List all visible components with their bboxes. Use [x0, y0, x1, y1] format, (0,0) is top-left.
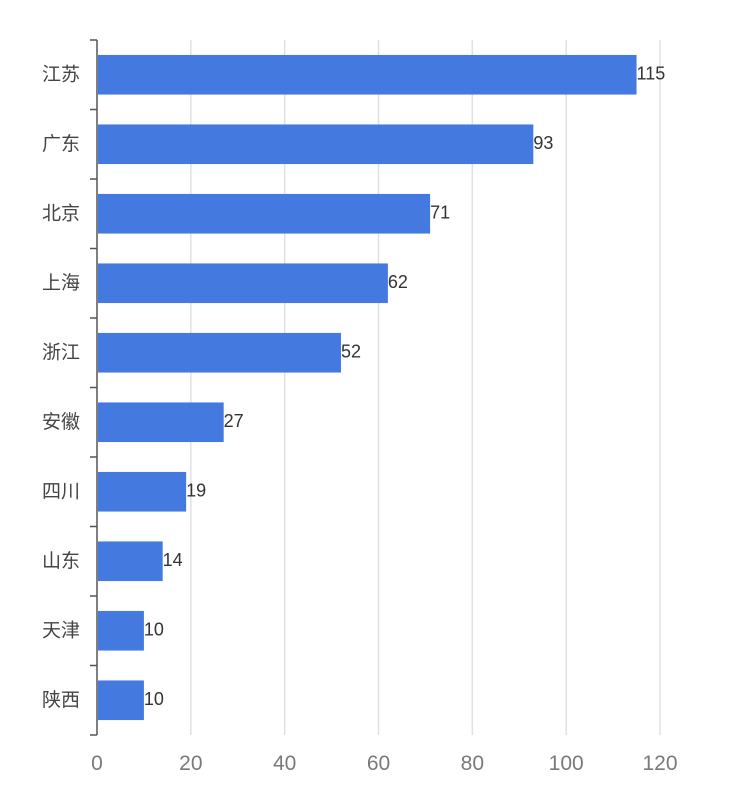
x-tick-label: 120 — [642, 752, 677, 775]
value-label: 10 — [144, 620, 164, 640]
value-label: 10 — [144, 689, 164, 709]
x-tick-label: 60 — [367, 752, 390, 775]
value-label: 115 — [637, 64, 666, 84]
value-label: 71 — [430, 203, 450, 223]
bar — [98, 680, 144, 721]
bar — [98, 54, 637, 95]
category-label: 江苏 — [42, 63, 80, 85]
category-label: 山东 — [42, 550, 80, 572]
category-label: 上海 — [42, 272, 80, 294]
value-label: 52 — [341, 342, 361, 362]
x-tick-label: 20 — [179, 752, 202, 775]
x-tick-label: 100 — [549, 752, 584, 775]
category-label: 陕西 — [42, 689, 80, 711]
category-label: 浙江 — [42, 341, 80, 363]
value-label: 14 — [163, 550, 183, 570]
bar — [98, 471, 187, 512]
bar — [98, 332, 341, 373]
bar — [98, 124, 534, 165]
bar — [98, 263, 388, 304]
category-label: 四川 — [42, 480, 80, 502]
x-tick-label: 80 — [461, 752, 484, 775]
value-label: 27 — [224, 411, 244, 431]
category-label: 天津 — [42, 619, 80, 641]
bar — [98, 402, 224, 443]
category-label: 安徽 — [42, 411, 80, 433]
bar — [98, 193, 431, 234]
category-label: 北京 — [42, 202, 80, 224]
x-tick-label: 40 — [273, 752, 296, 775]
bar — [98, 541, 163, 582]
category-label: 广东 — [42, 133, 80, 155]
value-label: 19 — [186, 481, 206, 501]
bar — [98, 610, 144, 651]
axes — [90, 39, 98, 736]
bars — [98, 54, 637, 721]
x-tick-label: 0 — [91, 752, 103, 775]
value-label: 62 — [388, 272, 408, 292]
labels: 0 20 40 60 80 100 120 江苏 115 广东 93 北京 71 上海 62 浙江 52 安徽 27… — [42, 63, 678, 775]
value-label: 93 — [533, 133, 553, 153]
